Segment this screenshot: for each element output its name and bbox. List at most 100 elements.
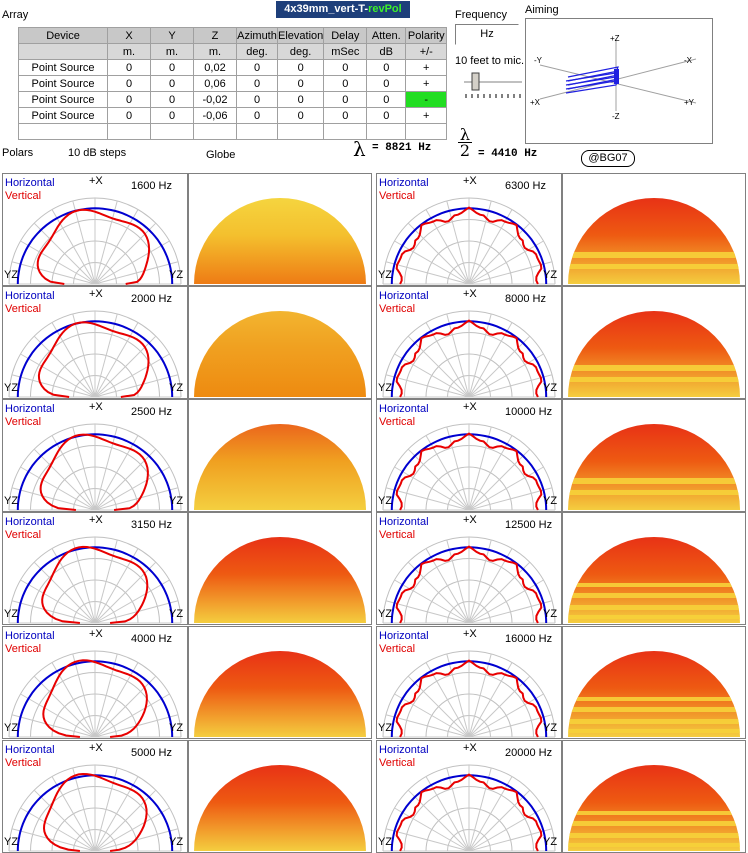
empty-cell[interactable] — [150, 123, 194, 140]
array-cell[interactable]: 0,02 — [193, 59, 237, 76]
col-x[interactable]: X — [107, 27, 151, 44]
array-cell[interactable]: 0 — [107, 107, 151, 124]
axis-right-label: YZ — [169, 495, 184, 507]
array-cell[interactable]: 0 — [366, 59, 407, 76]
array-cell[interactable]: 0 — [236, 107, 278, 124]
legend-horizontal: Horizontal — [379, 290, 429, 302]
unit-cell: dB — [366, 43, 407, 60]
array-cell[interactable]: 0 — [366, 91, 407, 108]
half-lambda-value: = 4410 Hz — [478, 148, 538, 160]
axis-top-label: +X — [463, 514, 477, 526]
legend-vertical: Vertical — [5, 529, 42, 541]
array-cell[interactable]: 0 — [150, 59, 194, 76]
array-cell[interactable]: 0 — [107, 75, 151, 92]
array-cell[interactable]: 0 — [150, 91, 194, 108]
frequency-section-label: Frequency — [455, 9, 507, 21]
globe-plot — [562, 399, 746, 512]
polar-plot: Horizontal Vertical +X YZ YZ 16000 Hz — [376, 626, 562, 739]
col-device[interactable]: Device — [18, 27, 108, 44]
legend-horizontal: Horizontal — [5, 516, 55, 528]
legend-horizontal: Horizontal — [5, 290, 55, 302]
col-atten[interactable]: Atten. — [366, 27, 407, 44]
array-cell[interactable]: Point Source — [18, 75, 108, 92]
array-table: Device X Y Z Azimuth Elevation Delay Att… — [18, 27, 448, 140]
unit-cell: deg. — [236, 43, 278, 60]
mic-distance-slider[interactable] — [462, 70, 524, 100]
array-cell[interactable]: 0 — [107, 91, 151, 108]
array-cell[interactable]: 0 — [236, 75, 278, 92]
array-cell[interactable]: 0 — [276, 75, 325, 92]
empty-cell[interactable] — [236, 123, 278, 140]
array-cell[interactable]: 0 — [276, 59, 325, 76]
polar-plot: Horizontal Vertical +X YZ YZ 8000 Hz — [376, 286, 562, 399]
array-cell[interactable]: 0 — [323, 107, 368, 124]
slider-thumb[interactable] — [471, 72, 480, 91]
empty-cell[interactable] — [405, 123, 448, 140]
globe-plot — [188, 399, 372, 512]
legend-horizontal: Horizontal — [379, 177, 429, 189]
empty-cell[interactable] — [276, 123, 325, 140]
array-cell[interactable]: Point Source — [18, 59, 108, 76]
legend-vertical: Vertical — [379, 190, 416, 202]
array-cell[interactable]: 0 — [323, 59, 368, 76]
array-cell[interactable]: 0 — [236, 91, 278, 108]
array-cell[interactable]: 0 — [150, 75, 194, 92]
array-cell[interactable]: + — [405, 59, 448, 76]
array-table-header-row: Device X Y Z Azimuth Elevation Delay Att… — [18, 27, 448, 44]
array-cell[interactable]: -0,06 — [193, 107, 237, 124]
frequency-label: 20000 Hz — [505, 747, 553, 759]
col-azimuth[interactable]: Azimuth — [236, 27, 278, 44]
polar-plot: Horizontal Vertical +X YZ YZ 1600 Hz — [2, 173, 188, 286]
axis-top-label: +X — [89, 628, 103, 640]
array-cell[interactable]: 0 — [150, 107, 194, 124]
axis-right-label: YZ — [169, 382, 184, 394]
aiming-view[interactable]: +Z -Z -Y +Y +X -X — [525, 18, 713, 144]
array-cell[interactable]: 0 — [323, 91, 368, 108]
axis-top-label: +X — [463, 742, 477, 754]
axis-top-label: +X — [89, 742, 103, 754]
array-cell[interactable]: 0 — [107, 59, 151, 76]
array-cell[interactable]: - — [405, 91, 448, 108]
array-cell[interactable]: + — [405, 75, 448, 92]
polar-plot: Horizontal Vertical +X YZ YZ 12500 Hz — [376, 512, 562, 625]
frequency-label: 2000 Hz — [131, 293, 172, 305]
frequency-input[interactable]: Hz — [455, 24, 519, 45]
unit-cell: mSec — [323, 43, 368, 60]
frequency-label: 12500 Hz — [505, 519, 553, 531]
array-cell[interactable]: 0 — [276, 107, 325, 124]
array-cell[interactable]: 0 — [323, 75, 368, 92]
axis-left-label: YZ — [4, 382, 19, 394]
array-cell[interactable]: 0 — [236, 59, 278, 76]
empty-cell[interactable] — [18, 123, 108, 140]
empty-cell[interactable] — [107, 123, 151, 140]
legend-vertical: Vertical — [379, 303, 416, 315]
frequency-label: 5000 Hz — [131, 747, 172, 759]
unit-cell — [18, 43, 108, 60]
unit-cell: m. — [193, 43, 237, 60]
col-y[interactable]: Y — [150, 27, 194, 44]
array-table-empty-row — [18, 123, 448, 140]
array-cell[interactable]: Point Source — [18, 107, 108, 124]
array-cell[interactable]: 0 — [366, 107, 407, 124]
axis-top-label: +X — [89, 288, 103, 300]
polar-plot: Horizontal Vertical +X YZ YZ 2000 Hz — [2, 286, 188, 399]
axis-top-label: +X — [463, 628, 477, 640]
frequency-label: 4000 Hz — [131, 633, 172, 645]
axis-right-label: YZ — [543, 608, 558, 620]
array-cell[interactable]: Point Source — [18, 91, 108, 108]
axis-top-label: +X — [463, 175, 477, 187]
col-z[interactable]: Z — [193, 27, 237, 44]
empty-cell[interactable] — [366, 123, 407, 140]
frequency-label: 2500 Hz — [131, 406, 172, 418]
col-polarity[interactable]: Polarity — [405, 27, 448, 44]
array-cell[interactable]: 0 — [276, 91, 325, 108]
array-cell[interactable]: 0,06 — [193, 75, 237, 92]
array-cell[interactable]: 0 — [366, 75, 407, 92]
col-elevation[interactable]: Elevation — [276, 27, 325, 44]
array-cell[interactable]: + — [405, 107, 448, 124]
empty-cell[interactable] — [193, 123, 237, 140]
unit-cell: deg. — [276, 43, 325, 60]
globe-plot — [562, 173, 746, 286]
col-delay[interactable]: Delay — [323, 27, 368, 44]
array-cell[interactable]: -0,02 — [193, 91, 237, 108]
